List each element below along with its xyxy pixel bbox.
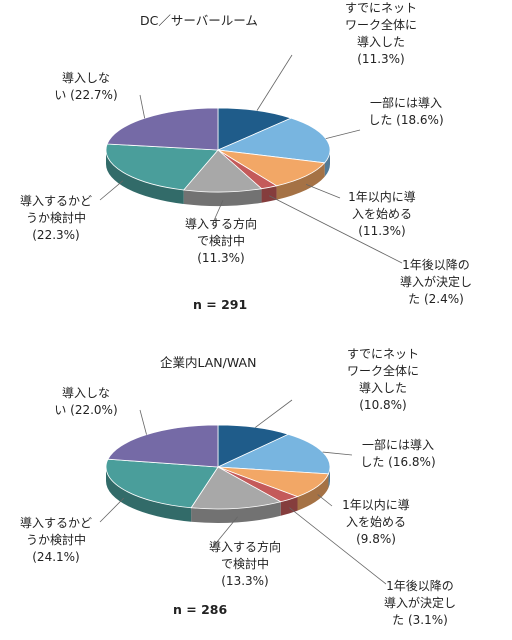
chart-1-slice-5-side xyxy=(106,150,184,204)
chart-1-slice-4 xyxy=(182,149,263,193)
chart-1-leader-0 xyxy=(256,54,293,111)
chart-1-label-slice-0: すでにネット ワーク全体に 導入した (11.3%) xyxy=(344,1,418,66)
chart-1-slice-5 xyxy=(105,143,219,191)
chart-2-leader-5 xyxy=(99,497,125,523)
chart-2-slice-0 xyxy=(217,424,290,468)
chart-2-leader-0 xyxy=(255,399,293,428)
chart-2-slice-5-side xyxy=(106,467,192,522)
chart-1-title: DC／サーバールーム xyxy=(140,13,258,28)
chart-2-slice-4 xyxy=(190,466,282,510)
chart-1-slice-2-side xyxy=(276,162,325,200)
chart-1-leader-5 xyxy=(99,180,124,201)
chart-2-n-label: n = 286 xyxy=(173,602,228,617)
chart-2-leader-6 xyxy=(139,409,147,435)
chart-2-leader-4 xyxy=(211,516,238,549)
chart-1-leader-6 xyxy=(139,94,146,119)
pie-chart-2 xyxy=(99,399,387,585)
chart-1-label-slice-3: 1年後以降の 導入が決定し た (2.4%) xyxy=(399,258,472,306)
chart-1-slice-2 xyxy=(217,149,326,187)
chart-2-slice-2-side xyxy=(297,473,329,511)
chart-2-slice-6 xyxy=(107,424,219,468)
chart-2-slice-5 xyxy=(105,458,219,509)
chart-2-label-slice-6: 導入しな い (22.0%) xyxy=(54,386,118,417)
chart-1-label-slice-4: 導入する方向 で検討中 (11.3%) xyxy=(184,217,257,265)
chart-1-leader-2 xyxy=(305,183,341,199)
pie-chart-1 xyxy=(99,54,403,264)
chart-2-label-slice-1: 一部には導入 した (16.8%) xyxy=(360,438,436,469)
chart-1-label-slice-2: 1年以内に導 入を始める (11.3%) xyxy=(348,190,416,238)
chart-1-leader-1 xyxy=(325,129,361,139)
chart-2-leader-2 xyxy=(317,494,333,507)
chart-2-label-slice-5: 導入するかど うか検討中 (24.1%) xyxy=(19,516,92,564)
chart-1-slice-6 xyxy=(106,107,219,151)
chart-1-slice-1 xyxy=(216,117,331,164)
chart-1-slice-3-side xyxy=(261,185,277,203)
chart-2-leader-1 xyxy=(322,451,353,456)
chart-2-label-slice-3: 1年後以降の 導入が決定し た (3.1%) xyxy=(383,579,456,627)
chart-2-label-slice-2: 1年以内に導 入を始める (9.8%) xyxy=(342,498,410,546)
chart-1-leader-4 xyxy=(211,200,224,226)
chart-2-label-slice-4: 導入する方向 で検討中 (13.3%) xyxy=(208,540,281,588)
chart-1-label-slice-1: 一部には導入 した (18.6%) xyxy=(368,96,444,127)
chart-1-n-label: n = 291 xyxy=(193,297,248,312)
chart-1-label-slice-5: 導入するかど うか検討中 (22.3%) xyxy=(19,194,92,242)
chart-2-slice-1-side xyxy=(328,467,330,488)
chart-1-label-slice-6: 導入しな い (22.7%) xyxy=(54,71,118,102)
chart-1-slice-4-side xyxy=(183,188,262,206)
chart-2-title: 企業内LAN/WAN xyxy=(160,355,257,370)
chart-1-leader-3 xyxy=(269,195,403,264)
chart-2-leader-3 xyxy=(289,507,387,585)
chart-2-slice-4-side xyxy=(191,501,281,523)
chart-2-label-slice-0: すでにネット ワーク全体に 導入した (10.8%) xyxy=(346,347,420,412)
